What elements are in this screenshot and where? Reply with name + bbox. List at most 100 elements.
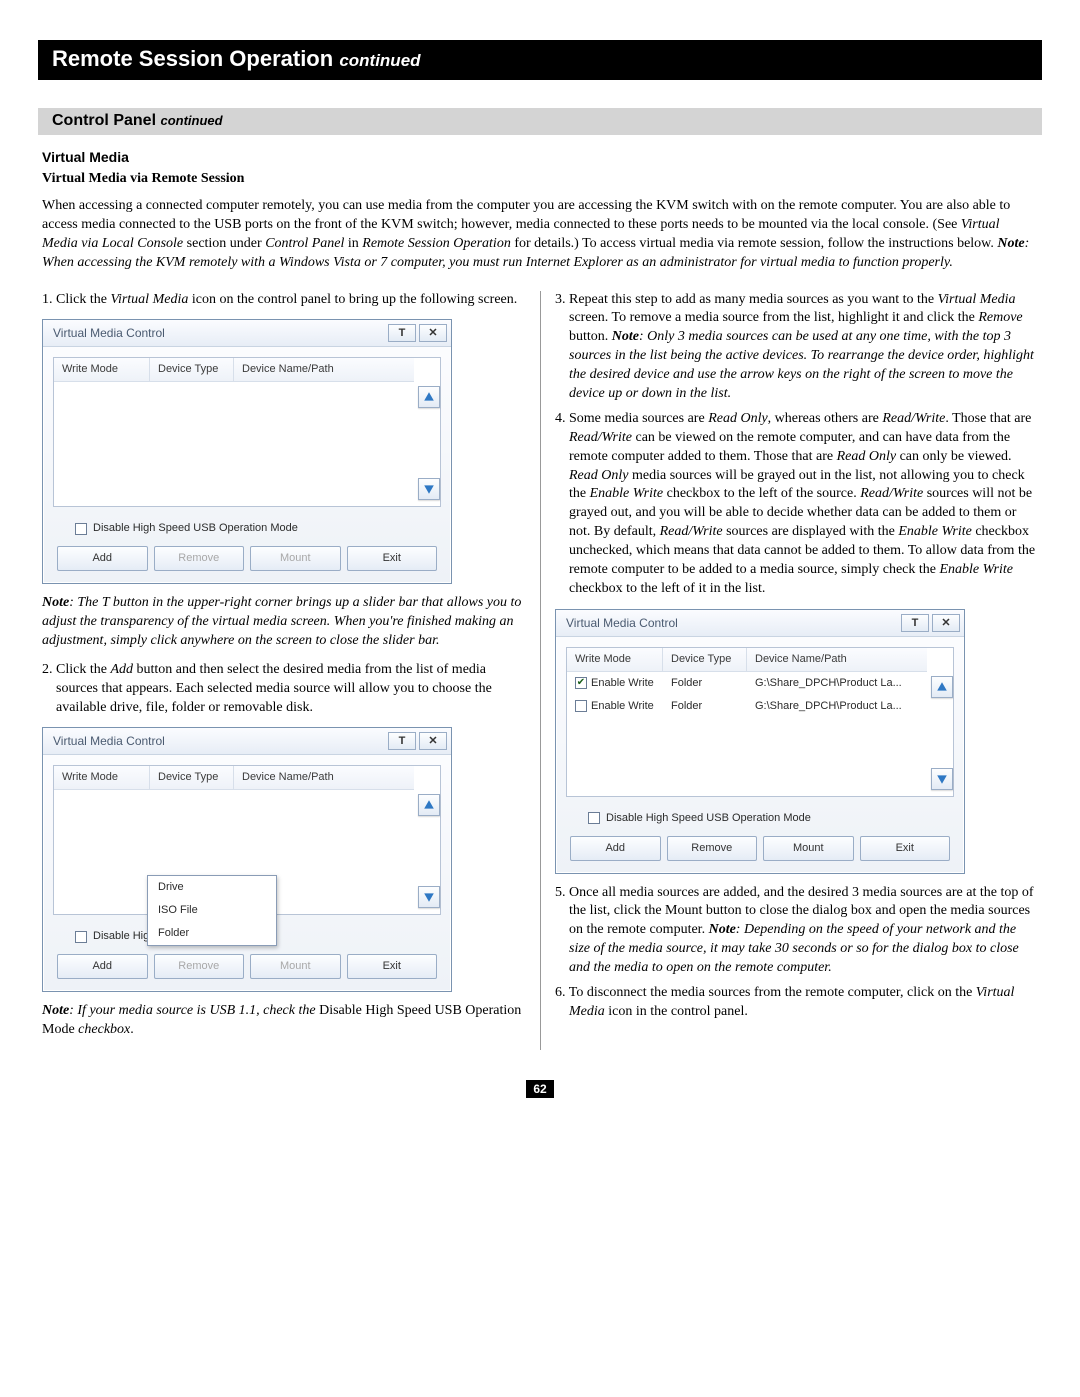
s4i1: Read Only (708, 411, 767, 426)
s4b: , whereas others are (768, 411, 883, 426)
dropdown-iso[interactable]: ISO File (148, 899, 276, 922)
move-up-button[interactable] (418, 794, 440, 816)
step-3: 3. Repeat this step to add as many media… (555, 291, 1038, 404)
transparency-button[interactable]: T (388, 324, 416, 342)
intro-i3: Remote Session Operation (362, 236, 511, 251)
s4i3: Read/Write (569, 430, 632, 445)
s4c: . Those that are (945, 411, 1031, 426)
s4g: checkbox to the left of the source. (663, 486, 860, 501)
add-button[interactable]: Add (570, 836, 661, 861)
usb-label: Disable High Speed USB Operation Mode (606, 811, 811, 826)
s4i8: Read/Write (660, 524, 723, 539)
vmc-dialog-empty: Virtual Media Control T ✕ Write Mode Dev… (42, 319, 452, 584)
transparency-button[interactable]: T (901, 614, 929, 632)
intro-e: : (1025, 236, 1030, 251)
page-sub-heading: Control Panel continued (38, 108, 1042, 135)
mount-button[interactable]: Mount (763, 836, 854, 861)
list-header: Write Mode Device Type Device Name/Path (567, 648, 927, 672)
remove-button[interactable]: Remove (154, 954, 245, 979)
intro-i4: Note (997, 236, 1024, 251)
usb-checkbox[interactable] (588, 812, 600, 824)
sub-heading-title: Control Panel (52, 112, 156, 129)
exit-button[interactable]: Exit (860, 836, 951, 861)
intro-a: When accessing a connected computer remo… (42, 198, 1010, 232)
close-button[interactable]: ✕ (419, 324, 447, 342)
note2-c: . (130, 1022, 134, 1037)
list-row[interactable]: Enable Write Folder G:\Share_DPCH\Produc… (567, 695, 927, 718)
s4i7: Read/Write (860, 486, 923, 501)
step-6: 6. To disconnect the media sources from … (555, 984, 1038, 1022)
dropdown-drive[interactable]: Drive (148, 876, 276, 899)
s4a: 4. Some media sources are (555, 411, 708, 426)
s4i2: Read/Write (882, 411, 945, 426)
exit-button[interactable]: Exit (347, 954, 438, 979)
step1-a: 1. Click the (42, 292, 110, 307)
media-type-dropdown[interactable]: Drive ISO File Folder (147, 875, 277, 946)
move-up-button[interactable] (931, 676, 953, 698)
usb-checkbox[interactable] (75, 523, 87, 535)
mount-button[interactable]: Mount (250, 954, 341, 979)
s5b: : (736, 922, 744, 937)
move-down-button[interactable] (418, 886, 440, 908)
s3i3: Note (612, 329, 639, 344)
close-button[interactable]: ✕ (419, 732, 447, 750)
add-button[interactable]: Add (57, 546, 148, 571)
dialog-titlebar: Virtual Media Control T ✕ (556, 610, 964, 637)
s4i10: Enable Write (939, 562, 1013, 577)
intro-d: for details.) To access virtual media vi… (511, 236, 998, 251)
col-device-type: Device Type (150, 766, 234, 789)
heading-virtual-media: Virtual Media (42, 149, 1038, 165)
s4j: sources are displayed with the (723, 524, 899, 539)
s4i5: Read Only (569, 468, 628, 483)
col-device-type: Device Type (150, 358, 234, 381)
transparency-button[interactable]: T (388, 732, 416, 750)
add-button[interactable]: Add (57, 954, 148, 979)
move-down-button[interactable] (418, 478, 440, 500)
vmc-dialog-dropdown: Virtual Media Control T ✕ Write Mode Dev… (42, 727, 452, 992)
s5i1: Note (709, 922, 736, 937)
row-dn: G:\Share_DPCH\Product La... (747, 674, 927, 693)
mount-button[interactable]: Mount (250, 546, 341, 571)
col-write-mode: Write Mode (54, 766, 150, 789)
s4i9: Enable Write (898, 524, 972, 539)
col-device-name: Device Name/Path (234, 358, 414, 381)
col-write-mode: Write Mode (54, 358, 150, 381)
note1-i2: The T button in the upper-right corner b… (42, 595, 521, 648)
dialog-title: Virtual Media Control (53, 733, 385, 749)
col-write-mode: Write Mode (567, 648, 663, 671)
list-row[interactable]: ✔Enable Write Folder G:\Share_DPCH\Produ… (567, 672, 927, 695)
s4l: checkbox to the left of it in the list. (569, 581, 765, 596)
usb-mode-row: Disable High Speed USB Operation Mode (75, 521, 441, 536)
heading-via-remote: Virtual Media via Remote Session (42, 171, 1038, 187)
s6a: 6. To disconnect the media sources from … (555, 985, 976, 1000)
note2-i1: Note (42, 1003, 69, 1018)
intro-i2: Control Panel (265, 236, 344, 251)
note2-i2: If your media source is USB 1.1, check t… (77, 1003, 315, 1018)
enable-write-checkbox[interactable]: ✔ (575, 677, 587, 689)
s3b: screen. To remove a media source from th… (569, 310, 978, 325)
step2-a: 2. Click the (42, 662, 110, 677)
col-device-type: Device Type (663, 648, 747, 671)
step1-b: icon on the control panel to bring up th… (188, 292, 517, 307)
enable-write-checkbox[interactable] (575, 700, 587, 712)
s3c: button. (569, 329, 612, 344)
sub-heading-continued: continued (160, 113, 222, 128)
intro-i5: When accessing the KVM remotely with a W… (42, 255, 953, 270)
usb-checkbox[interactable] (75, 931, 87, 943)
row-wm: Enable Write (591, 699, 654, 714)
exit-button[interactable]: Exit (347, 546, 438, 571)
move-up-button[interactable] (418, 386, 440, 408)
move-down-button[interactable] (931, 768, 953, 790)
vmc-dialog-populated: Virtual Media Control T ✕ Write Mode Dev… (555, 609, 965, 874)
step-2: 2. Click the Add button and then select … (42, 661, 525, 718)
usb-mode-row: Disable High Speed USB Operation Mode (588, 811, 954, 826)
remove-button[interactable]: Remove (667, 836, 758, 861)
remove-button[interactable]: Remove (154, 546, 245, 571)
close-button[interactable]: ✕ (932, 614, 960, 632)
row-dt: Folder (663, 674, 747, 693)
note1-i1: Note (42, 595, 69, 610)
note-2: Note: If your media source is USB 1.1, c… (42, 1002, 525, 1040)
step-5: 5. Once all media sources are added, and… (555, 884, 1038, 978)
dropdown-folder[interactable]: Folder (148, 922, 276, 945)
step-1: 1. Click the Virtual Media icon on the c… (42, 291, 525, 310)
